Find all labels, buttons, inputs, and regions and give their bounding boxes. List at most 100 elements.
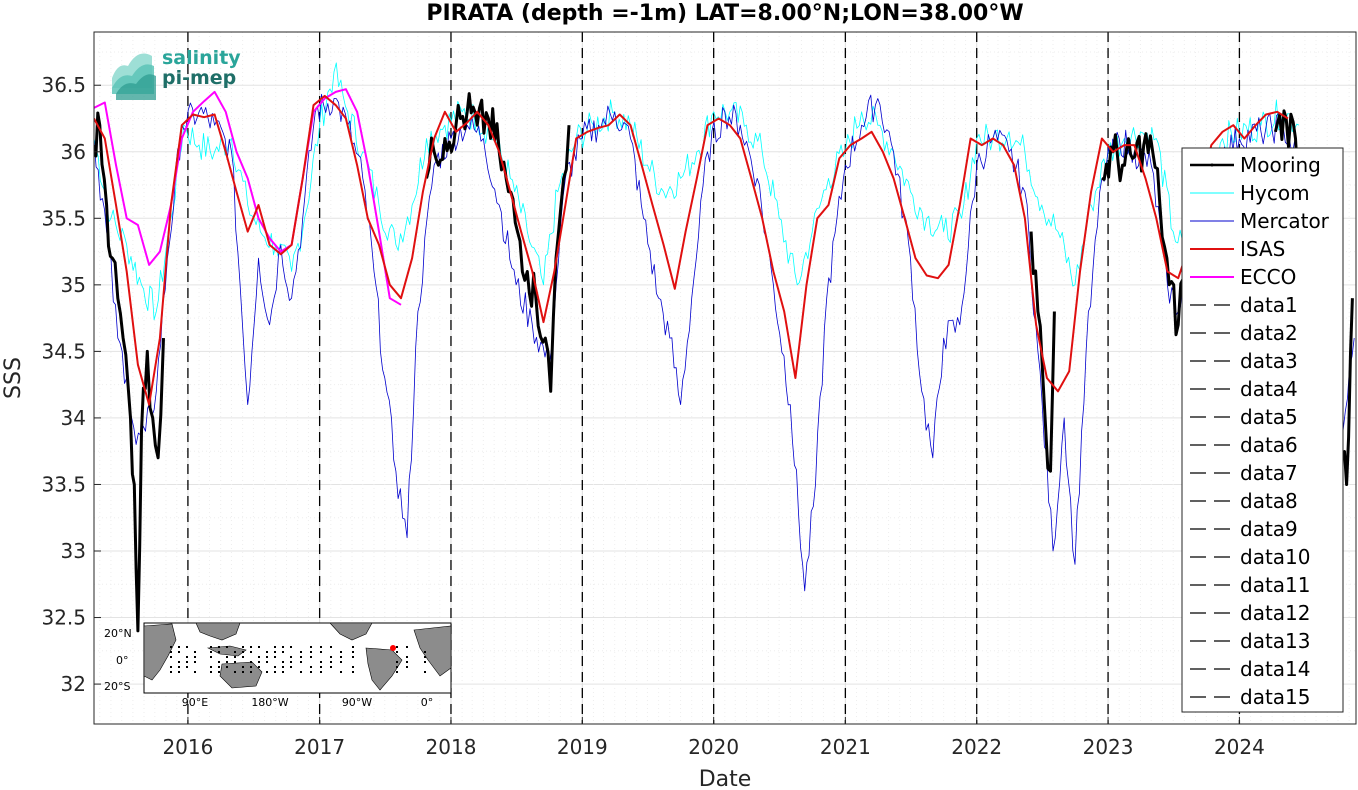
x-tick-label: 2019 [557, 735, 608, 759]
mooring-dot [250, 666, 252, 668]
africa-landmass [143, 623, 177, 681]
mooring-dot [218, 646, 220, 648]
legend-label: data1 [1240, 293, 1298, 317]
mooring-dot [396, 646, 398, 648]
mooring-dot [210, 651, 212, 653]
y-tick-label: 34.5 [41, 339, 86, 363]
mooring-dot [170, 671, 172, 673]
mooring-dot [194, 651, 196, 653]
mooring-dot [242, 651, 244, 653]
mooring-dot [406, 656, 408, 658]
x-tick-label: 2023 [1083, 735, 1134, 759]
mooring-dot [330, 661, 332, 663]
west-africa-landmass [413, 625, 452, 677]
mooring-dot [186, 661, 188, 663]
mooring-dot [352, 671, 354, 673]
mooring-dot [320, 671, 322, 673]
mooring-dot [340, 671, 342, 673]
mooring-dot [178, 646, 180, 648]
y-tick-label: 34 [61, 406, 86, 430]
mooring-dot [330, 646, 332, 648]
mooring-dot [178, 651, 180, 653]
mooring-dot [210, 671, 212, 673]
selected-mooring-marker [390, 645, 396, 651]
asia-landmass [195, 622, 241, 641]
mooring-dot [242, 666, 244, 668]
mooring-dot [300, 656, 302, 658]
ticks: 32 32.5 33 33.5 34 34.5 35 35.5 36 36.5 2016 2017 20… [41, 73, 1264, 759]
mooring-array-dots [170, 646, 426, 673]
mooring-dot [258, 661, 260, 663]
mooring-dot [406, 666, 408, 668]
map-lat-label-20n: 20°N [104, 627, 132, 640]
mooring-dot [396, 671, 398, 673]
mooring-dot [170, 666, 172, 668]
mooring-dot [266, 651, 268, 653]
mooring-dot [330, 666, 332, 668]
y-axis-label: SSS [1, 357, 26, 399]
mooring-dot [300, 651, 302, 653]
mooring-dot [282, 646, 284, 648]
mooring-dot [310, 651, 312, 653]
mooring-dot [300, 671, 302, 673]
legend-marker [1210, 163, 1214, 167]
legend-label: ECCO [1240, 265, 1296, 289]
mooring-dot [210, 646, 212, 648]
mooring-dot [194, 671, 196, 673]
mooring-dot [406, 646, 408, 648]
map-lat-label-20s: 20°S [104, 680, 130, 693]
logo-text-salinity: salinity [162, 47, 241, 69]
mooring-dot [218, 651, 220, 653]
mooring-dot [320, 666, 322, 668]
chart-title: PIRATA (depth =-1m) LAT=8.00°N;LON=38.00… [426, 1, 1023, 26]
mooring-dot [290, 656, 292, 658]
map-lon-label-90w: 90°W [342, 696, 372, 709]
legend-label: data12 [1240, 601, 1311, 625]
mooring-dot [170, 646, 172, 648]
mooring-dot [396, 661, 398, 663]
mooring-dot [242, 646, 244, 648]
mooring-dot [310, 656, 312, 658]
mooring-dot [340, 661, 342, 663]
mooring-dot [310, 646, 312, 648]
mooring-dot [352, 656, 354, 658]
legend-label: data11 [1240, 573, 1311, 597]
mooring-dot [424, 671, 426, 673]
mooring-dot [310, 666, 312, 668]
mooring-dot [186, 656, 188, 658]
mooring-dot [218, 666, 220, 668]
mooring-dot [274, 646, 276, 648]
mooring-dot [250, 671, 252, 673]
series-line-mooring [1029, 231, 1056, 473]
mooring-dot [282, 666, 284, 668]
y-tick-label: 36.5 [41, 73, 86, 97]
mooring-dot [290, 661, 292, 663]
mooring-dot [218, 661, 220, 663]
mooring-dot [340, 651, 342, 653]
x-axis-label: Date [699, 767, 752, 790]
mooring-dot [258, 656, 260, 658]
legend-label: data13 [1240, 629, 1311, 653]
legend-label: data15 [1240, 685, 1311, 709]
x-tick-label: 2017 [294, 735, 345, 759]
mooring-dot [424, 651, 426, 653]
series-line-hycom [94, 62, 1300, 321]
x-tick-label: 2024 [1214, 735, 1265, 759]
legend-label: Mooring [1240, 153, 1321, 177]
y-tick-label: 33 [61, 539, 86, 563]
legend-label: data9 [1240, 517, 1298, 541]
y-tick-label: 35.5 [41, 206, 86, 230]
mooring-dot [424, 656, 426, 658]
map-lon-label-180w: 180°W [251, 696, 288, 709]
legend-label: data14 [1240, 657, 1311, 681]
mooring-dot [234, 656, 236, 658]
mooring-dot [352, 646, 354, 648]
y-tick-label: 32.5 [41, 606, 86, 630]
legend-label: data2 [1240, 321, 1298, 345]
mooring-dot [320, 661, 322, 663]
y-tick-label: 33.5 [41, 472, 86, 496]
mooring-dot [226, 656, 228, 658]
legend-label: data7 [1240, 461, 1298, 485]
x-tick-label: 2020 [688, 735, 739, 759]
